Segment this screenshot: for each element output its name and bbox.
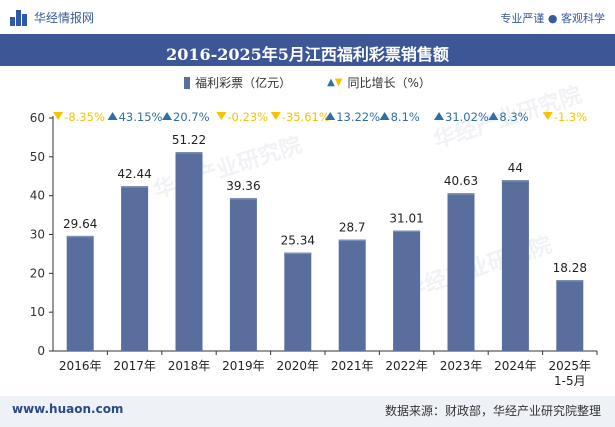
x-tick-label: 2023年 bbox=[440, 359, 483, 373]
growth-value-label: 43.15% bbox=[119, 110, 163, 124]
bar-value-label: 40.63 bbox=[444, 174, 478, 188]
bar bbox=[284, 252, 312, 351]
bar bbox=[393, 230, 421, 351]
bar bbox=[121, 186, 149, 351]
footer-website[interactable]: www.huaon.com bbox=[12, 402, 124, 416]
x-tick-label: 2016年 bbox=[59, 359, 102, 373]
y-tick-label: 30 bbox=[30, 228, 45, 242]
title-bar bbox=[0, 34, 615, 66]
growth-value-label: -0.23% bbox=[227, 110, 268, 124]
x-tick-label: 2025年 bbox=[549, 359, 592, 373]
chart-title: 2016-2025年5月江西福利彩票销售额 bbox=[166, 45, 449, 64]
y-tick-label: 60 bbox=[30, 111, 45, 125]
bar bbox=[229, 198, 257, 351]
x-tick-label: 2024年 bbox=[494, 359, 537, 373]
growth-down-triangle-icon bbox=[542, 112, 553, 120]
growth-value-label: 8.1% bbox=[391, 110, 420, 124]
bar-value-label: 29.64 bbox=[63, 217, 97, 231]
bar-chart: 0 10 20 30 40 50 60 29.64 2016年 -8.35% 42.44 2017年 4… bbox=[30, 110, 598, 388]
growth-down-triangle-icon bbox=[270, 112, 281, 120]
growth-up-triangle-icon bbox=[488, 112, 499, 120]
growth-value-label: 20.7% bbox=[173, 110, 210, 124]
footer bbox=[0, 396, 615, 427]
bar-top-highlight bbox=[501, 180, 529, 182]
y-tick-label: 0 bbox=[37, 344, 45, 358]
x-tick-label: 2021年 bbox=[331, 359, 374, 373]
growth-down-triangle-icon bbox=[216, 112, 227, 120]
bar-top-highlight bbox=[338, 239, 366, 242]
y-tick-label: 20 bbox=[30, 266, 45, 280]
y-tick-label: 50 bbox=[30, 150, 45, 164]
legend-label-sales: 福利彩票（亿元） bbox=[195, 76, 292, 90]
bar-top-highlight bbox=[175, 152, 203, 154]
growth-up-triangle-icon bbox=[107, 112, 118, 120]
bar-top-highlight bbox=[121, 186, 149, 188]
bar-value-label: 25.34 bbox=[281, 234, 315, 248]
growth-value-label: 13.22% bbox=[336, 110, 380, 124]
footer-source: 数据来源：财政部，华经产业研究院整理 bbox=[384, 404, 601, 418]
bar bbox=[66, 235, 94, 351]
bar bbox=[556, 280, 584, 351]
growth-up-triangle-icon bbox=[325, 112, 336, 120]
bar-top-highlight bbox=[284, 252, 312, 255]
bar bbox=[338, 239, 366, 351]
bar bbox=[447, 193, 475, 351]
bar-top-highlight bbox=[229, 198, 257, 200]
bar bbox=[175, 152, 203, 351]
brand[interactable]: 华经情报网 bbox=[10, 9, 94, 26]
bar-top-highlight bbox=[66, 235, 94, 238]
growth-value-label: -1.3% bbox=[554, 110, 587, 124]
legend-label-growth: 同比增长（%） bbox=[347, 76, 431, 90]
bar-value-label: 39.36 bbox=[226, 179, 260, 193]
x-tick-label: 2019年 bbox=[222, 359, 265, 373]
y-tick-label: 40 bbox=[30, 189, 45, 203]
growth-value-label: -35.61% bbox=[282, 110, 330, 124]
growth-value-label: -8.35% bbox=[64, 110, 105, 124]
x-tick-label: 2018年 bbox=[168, 359, 211, 373]
up-down-triangle-icon: ▲▼ bbox=[327, 77, 343, 88]
legend: 福利彩票（亿元） ▲▼ 同比增长（%） bbox=[0, 74, 615, 91]
growth-down-triangle-icon bbox=[53, 112, 64, 120]
x-tick-label: 2022年 bbox=[385, 359, 428, 373]
bar-value-label: 18.28 bbox=[553, 261, 587, 275]
bar-top-highlight bbox=[393, 230, 421, 233]
growth-value-label: 8.3% bbox=[499, 110, 528, 124]
growth-up-triangle-icon bbox=[162, 112, 172, 120]
bar bbox=[501, 180, 529, 351]
bar-top-highlight bbox=[447, 193, 475, 195]
bar-value-label: 44 bbox=[508, 161, 523, 175]
x-tick-label: 2020年 bbox=[277, 359, 320, 373]
growth-up-triangle-icon bbox=[434, 112, 444, 120]
x-tick-label: 1-5月 bbox=[554, 374, 586, 388]
brand-logo-icon bbox=[10, 9, 28, 26]
legend-item-sales[interactable]: 福利彩票（亿元） bbox=[184, 74, 291, 91]
growth-value-label: 31.02% bbox=[445, 110, 489, 124]
bar-top-highlight bbox=[556, 280, 584, 282]
bar-swatch-icon bbox=[184, 76, 191, 89]
brand-name: 华经情报网 bbox=[34, 11, 95, 25]
bar-value-label: 31.01 bbox=[389, 212, 423, 226]
top-bar: 华经情报网 专业严谨 ● 客观科学 bbox=[0, 0, 615, 34]
bar-value-label: 51.22 bbox=[172, 133, 206, 147]
bar-value-label: 28.7 bbox=[339, 221, 366, 235]
bar-value-label: 42.44 bbox=[117, 167, 151, 181]
y-tick-label: 10 bbox=[30, 305, 45, 319]
legend-item-growth[interactable]: ▲▼ 同比增长（%） bbox=[327, 74, 431, 91]
tagline: 专业严谨 ● 客观科学 bbox=[500, 12, 605, 25]
growth-up-triangle-icon bbox=[379, 112, 390, 120]
x-tick-label: 2017年 bbox=[113, 359, 156, 373]
